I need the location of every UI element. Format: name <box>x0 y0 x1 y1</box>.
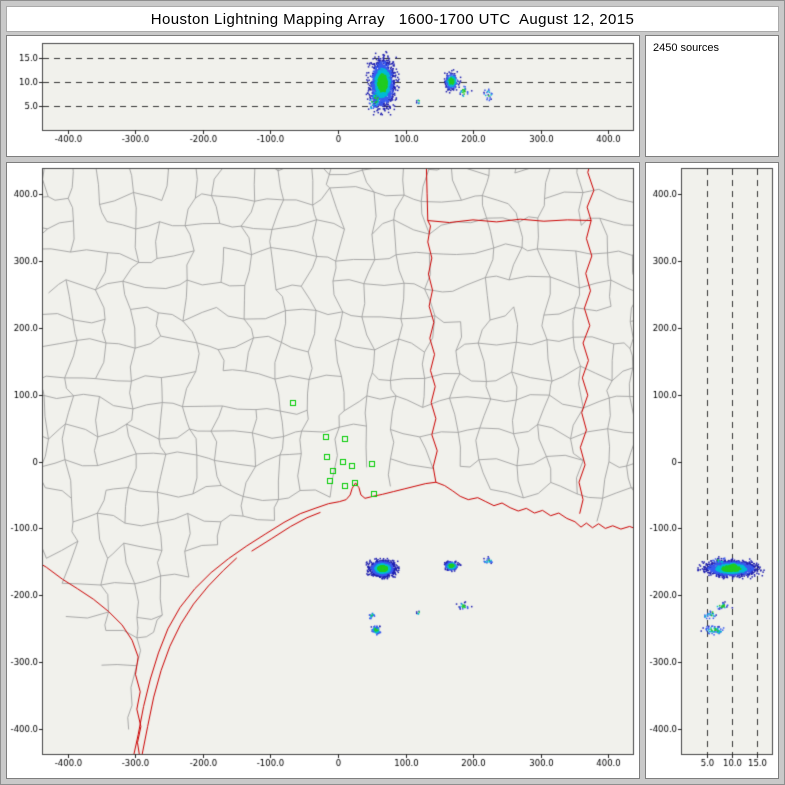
page-title: Houston Lightning Mapping Array 1600-170… <box>150 10 635 28</box>
sources-count-panel: 2450 sources <box>645 35 779 157</box>
altitude-ns-panel <box>645 162 779 779</box>
sources-count-label: 2450 sources <box>653 42 720 54</box>
main-row <box>6 162 779 779</box>
map-panel <box>6 162 640 779</box>
altitude-ns-plot[interactable] <box>646 163 778 778</box>
altitude-ew-panel <box>6 35 640 157</box>
title-bar: Houston Lightning Mapping Array 1600-170… <box>6 6 779 32</box>
plan-view-map-plot[interactable] <box>7 163 639 778</box>
altitude-ew-plot[interactable] <box>7 36 639 156</box>
top-row: 2450 sources <box>6 35 779 157</box>
